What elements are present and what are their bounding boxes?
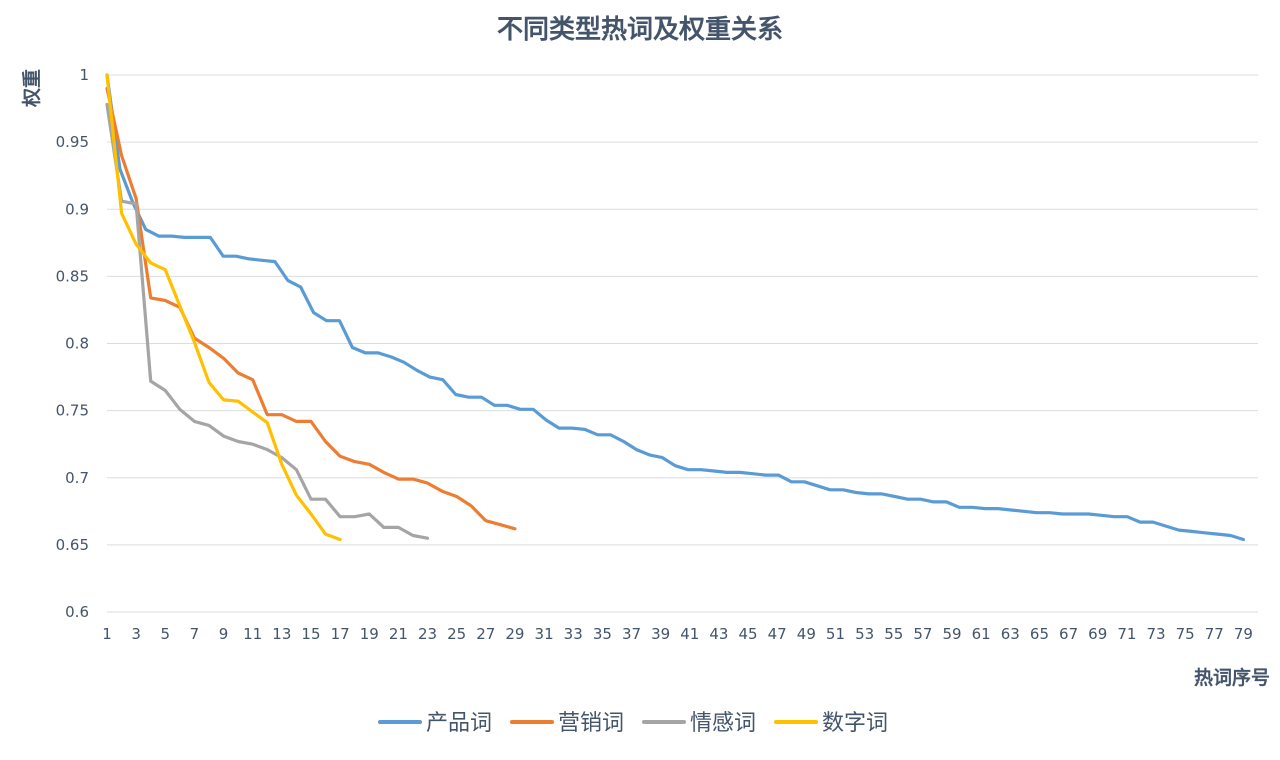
y-axis-ticks: 0.6 0.65 0.7 0.75 0.8 0.85 0.9 0.95 1 bbox=[56, 66, 89, 621]
x-tick-label: 9 bbox=[219, 625, 229, 643]
x-tick-label: 11 bbox=[243, 625, 262, 643]
x-tick-label: 7 bbox=[190, 625, 200, 643]
x-tick-label: 71 bbox=[1117, 625, 1136, 643]
x-tick-label: 25 bbox=[447, 625, 466, 643]
x-tick-label: 53 bbox=[855, 625, 874, 643]
y-tick-label: 0.6 bbox=[65, 603, 89, 621]
x-tick-label: 55 bbox=[884, 625, 903, 643]
y-tick-label: 0.7 bbox=[65, 469, 89, 487]
x-tick-label: 29 bbox=[505, 625, 524, 643]
series-line-emotion-words bbox=[105, 102, 430, 540]
legend-label-marketing-words: 营销词 bbox=[558, 711, 624, 736]
x-tick-label: 35 bbox=[593, 625, 612, 643]
x-tick-label: 31 bbox=[535, 625, 554, 643]
y-axis-title: 权重 bbox=[20, 69, 43, 108]
x-tick-label: 15 bbox=[301, 625, 320, 643]
x-tick-label: 27 bbox=[476, 625, 495, 643]
x-tick-label: 5 bbox=[161, 625, 171, 643]
y-tick-label: 0.85 bbox=[56, 267, 89, 285]
x-tick-label: 77 bbox=[1205, 625, 1224, 643]
grid bbox=[107, 74, 1258, 613]
x-tick-label: 69 bbox=[1088, 625, 1107, 643]
x-tick-label: 65 bbox=[1030, 625, 1049, 643]
series-line-marketing-words bbox=[105, 86, 517, 531]
x-tick-label: 13 bbox=[272, 625, 291, 643]
y-tick-label: 0.95 bbox=[56, 133, 89, 151]
x-tick-label: 41 bbox=[680, 625, 699, 643]
x-tick-label: 21 bbox=[389, 625, 408, 643]
chart-title: 不同类型热词及权重关系 bbox=[497, 15, 783, 45]
x-tick-label: 57 bbox=[913, 625, 932, 643]
x-tick-label: 73 bbox=[1146, 625, 1165, 643]
x-tick-label: 19 bbox=[360, 625, 379, 643]
legend-label-number-words: 数字词 bbox=[822, 711, 888, 736]
x-tick-label: 75 bbox=[1176, 625, 1195, 643]
y-tick-label: 0.9 bbox=[65, 200, 89, 218]
series-lines bbox=[105, 73, 1246, 542]
x-tick-label: 39 bbox=[651, 625, 670, 643]
legend-label-emotion-words: 情感词 bbox=[690, 711, 756, 736]
x-tick-label: 59 bbox=[942, 625, 961, 643]
x-axis-title: 热词序号 bbox=[1194, 666, 1270, 689]
x-tick-label: 37 bbox=[622, 625, 641, 643]
x-tick-label: 49 bbox=[797, 625, 816, 643]
y-tick-label: 0.8 bbox=[65, 335, 89, 353]
x-tick-label: 17 bbox=[331, 625, 350, 643]
x-tick-label: 47 bbox=[768, 625, 787, 643]
x-axis-ticks: 1 3 5 7 9 11 13 15 17 19 21 23 25 27 29 31 33 35 37 39 41 43 4… bbox=[102, 625, 1253, 643]
series-line-number-words bbox=[105, 73, 342, 542]
x-tick-label: 23 bbox=[418, 625, 437, 643]
x-tick-label: 51 bbox=[826, 625, 845, 643]
series-line-product-words bbox=[105, 73, 1246, 542]
x-tick-label: 45 bbox=[739, 625, 758, 643]
x-tick-label: 79 bbox=[1234, 625, 1253, 643]
y-tick-label: 0.75 bbox=[56, 402, 89, 420]
x-tick-label: 63 bbox=[1001, 625, 1020, 643]
y-tick-label: 1 bbox=[79, 66, 89, 84]
x-tick-label: 43 bbox=[709, 625, 728, 643]
x-tick-label: 61 bbox=[972, 625, 991, 643]
x-tick-label: 33 bbox=[564, 625, 583, 643]
x-tick-label: 1 bbox=[102, 625, 112, 643]
x-tick-label: 67 bbox=[1059, 625, 1078, 643]
y-tick-label: 0.65 bbox=[56, 536, 89, 554]
x-tick-label: 3 bbox=[131, 625, 141, 643]
legend: 产品词 营销词 情感词 数字词 bbox=[378, 711, 888, 736]
legend-label-product-words: 产品词 bbox=[426, 711, 492, 736]
